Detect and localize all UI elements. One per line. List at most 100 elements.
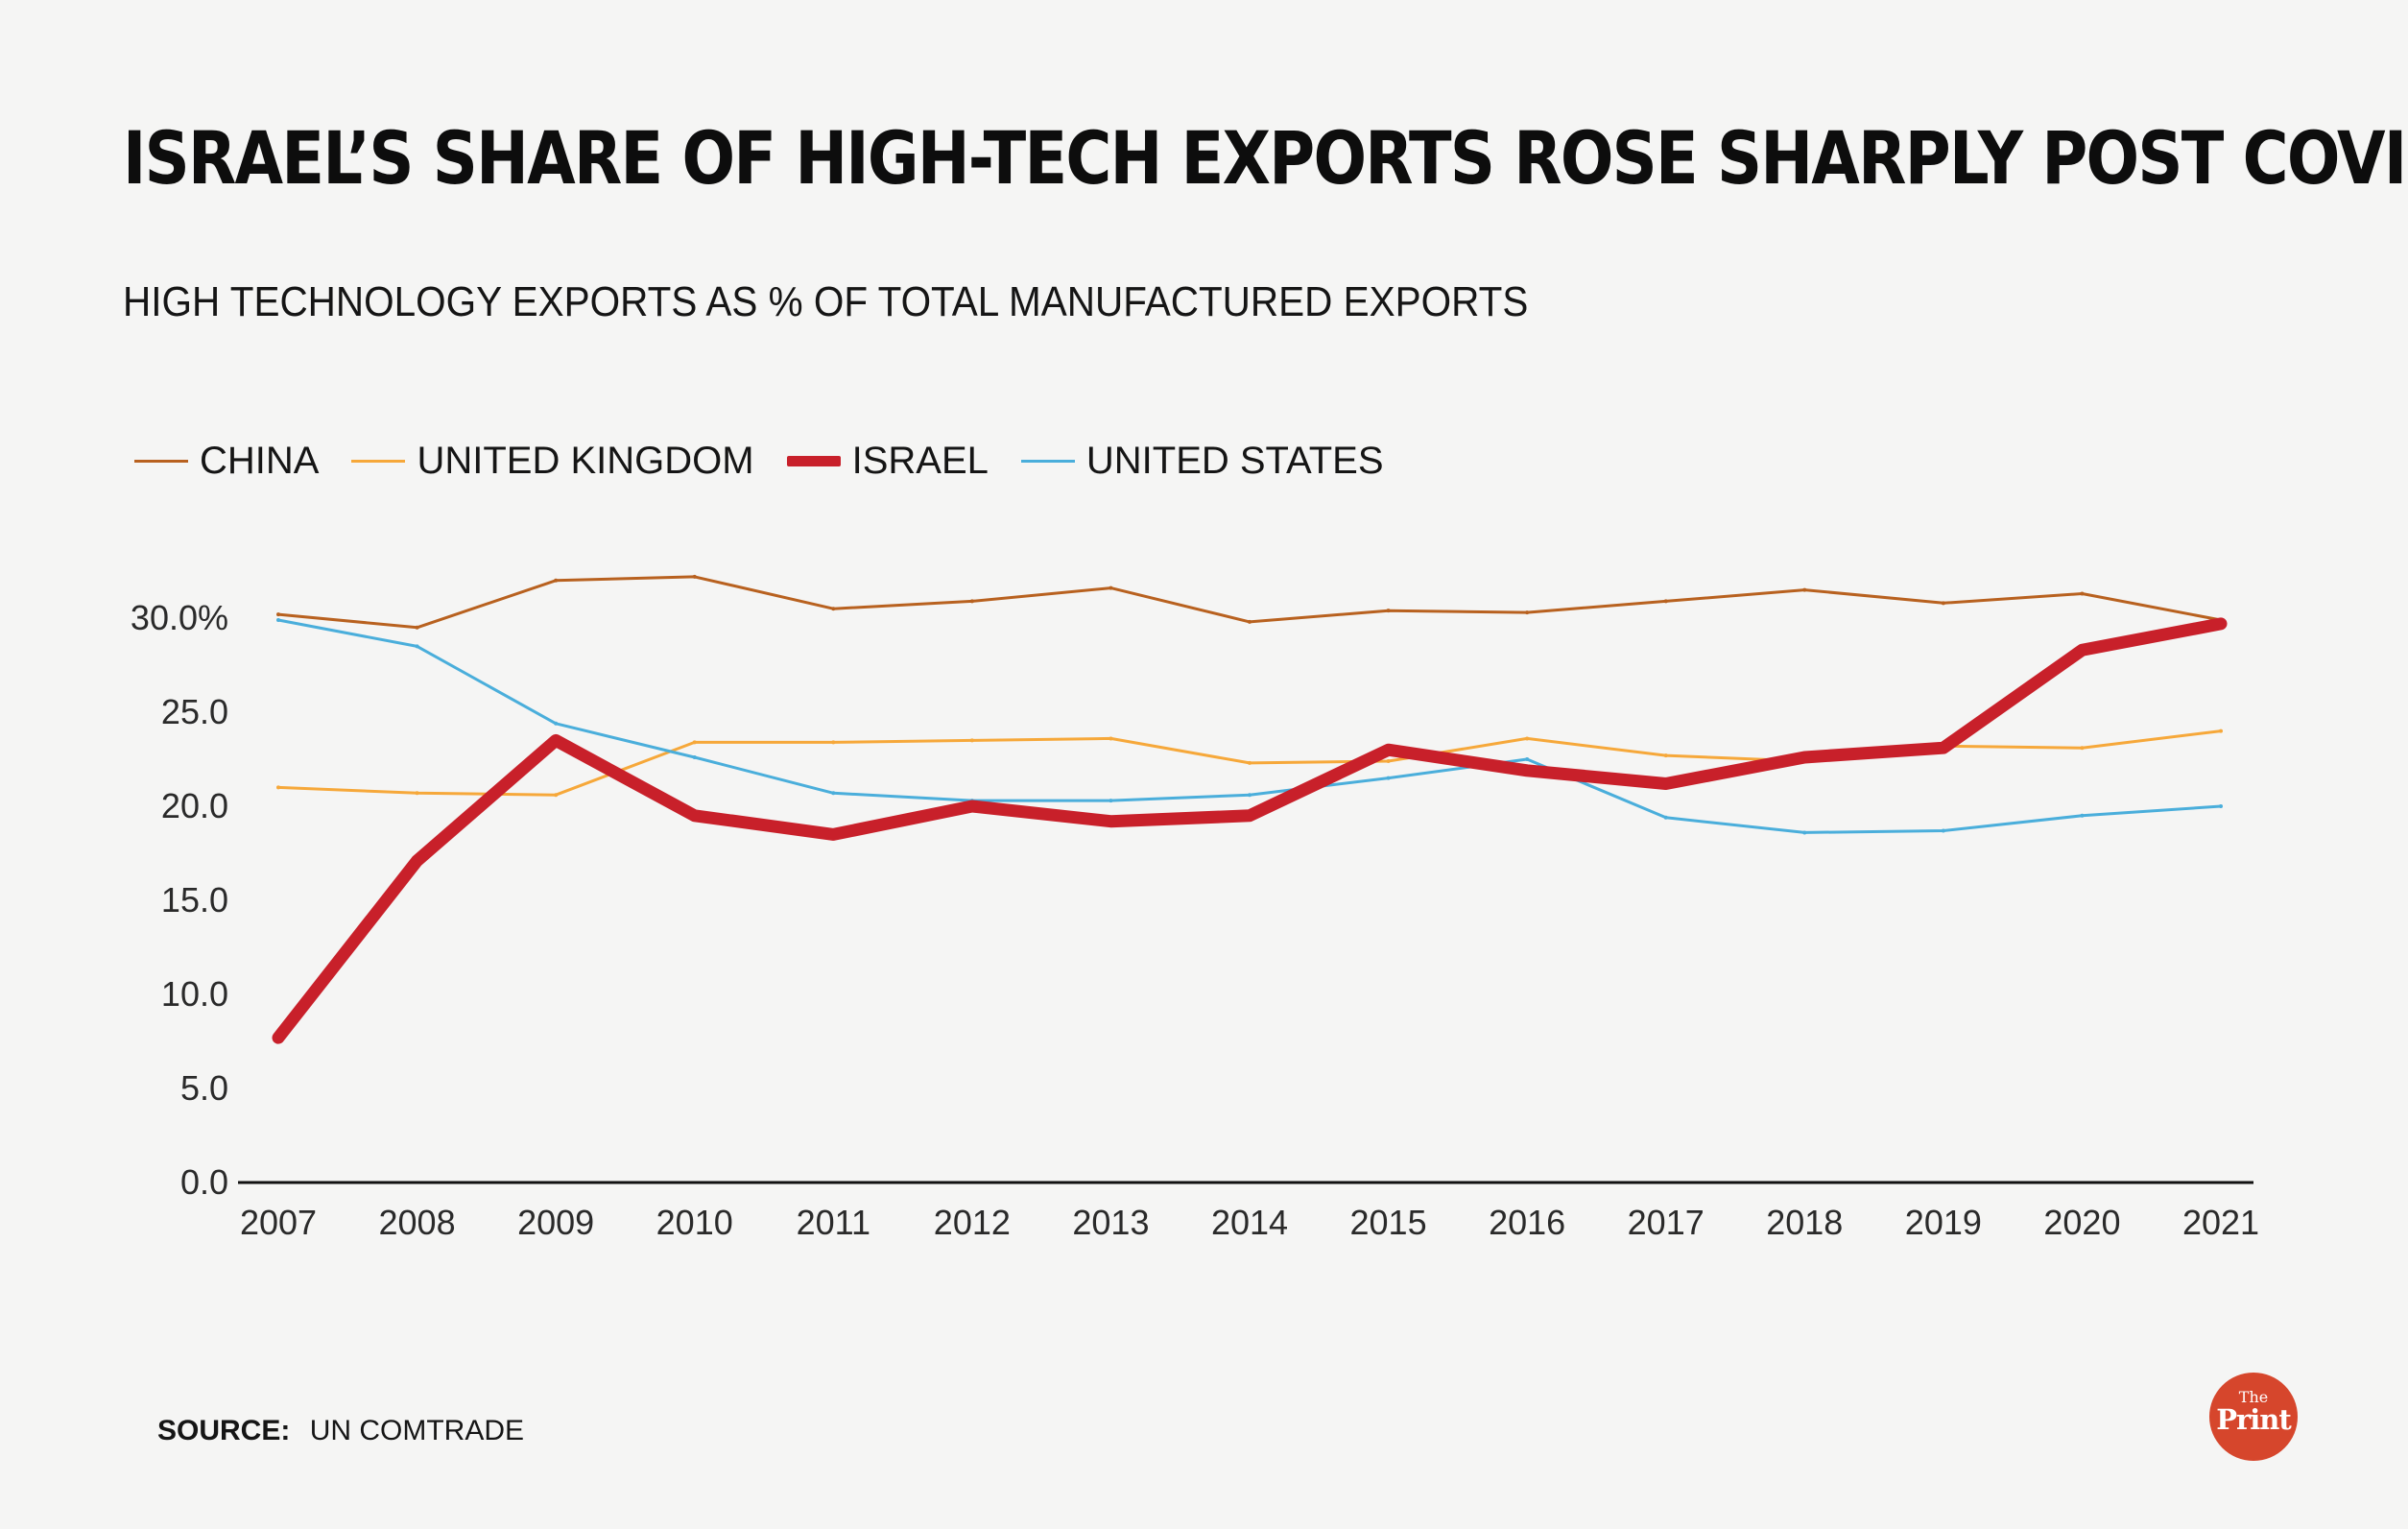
y-tick-label: 25.0 bbox=[161, 692, 228, 731]
x-tick-label: 2011 bbox=[797, 1203, 870, 1242]
data-point-united-kingdom bbox=[1386, 758, 1391, 763]
data-point-china bbox=[1248, 619, 1252, 624]
x-tick-label: 2018 bbox=[1766, 1203, 1843, 1242]
y-tick-label: 30.0% bbox=[131, 598, 228, 637]
data-point-united-kingdom bbox=[969, 738, 974, 743]
data-point-israel bbox=[273, 1032, 284, 1044]
data-point-israel bbox=[411, 854, 423, 867]
data-point-israel bbox=[1105, 815, 1117, 827]
y-tick-label: 0.0 bbox=[180, 1162, 228, 1202]
data-point-united-kingdom bbox=[831, 740, 836, 745]
data-point-united-states bbox=[415, 644, 419, 649]
data-point-united-states bbox=[831, 791, 836, 796]
x-tick-label: 2021 bbox=[2182, 1203, 2259, 1242]
logo-line-1: The bbox=[2238, 1388, 2269, 1406]
data-point-united-kingdom bbox=[2219, 729, 2223, 733]
data-point-israel bbox=[1799, 752, 1811, 764]
data-point-united-states bbox=[1386, 776, 1391, 780]
legend-swatch-israel bbox=[786, 456, 841, 466]
logo-line-2: Print bbox=[2216, 1403, 2292, 1436]
series-line-china bbox=[276, 575, 2223, 630]
data-point-china bbox=[415, 625, 419, 630]
data-point-china bbox=[1525, 610, 1530, 615]
data-point-china bbox=[2080, 591, 2085, 596]
data-point-israel bbox=[2215, 617, 2227, 630]
data-point-israel bbox=[1244, 809, 1255, 822]
data-point-israel bbox=[550, 734, 562, 747]
data-point-china bbox=[1663, 599, 1668, 604]
legend-label-israel: ISRAEL bbox=[851, 440, 989, 482]
y-tick-label: 15.0 bbox=[161, 880, 228, 920]
x-tick-label: 2014 bbox=[1211, 1203, 1288, 1242]
data-point-united-states bbox=[692, 755, 697, 760]
legend-label-china: CHINA bbox=[200, 440, 320, 482]
x-tick-label: 2010 bbox=[656, 1203, 733, 1242]
source-value: UN COMTRADE bbox=[309, 1415, 525, 1446]
data-point-china bbox=[276, 612, 280, 617]
data-point-china bbox=[554, 578, 559, 583]
data-point-united-states bbox=[1525, 757, 1530, 761]
x-tick-label: 2007 bbox=[240, 1203, 317, 1242]
x-tick-label: 2009 bbox=[517, 1203, 594, 1242]
legend-item-united-states: UNITED STATES bbox=[1020, 440, 1384, 483]
x-tick-label: 2019 bbox=[1905, 1203, 1982, 1242]
legend-item-israel: ISRAEL bbox=[786, 440, 989, 483]
data-point-united-states bbox=[2080, 813, 2085, 818]
x-tick-label: 2012 bbox=[934, 1203, 1011, 1242]
x-tick-label: 2008 bbox=[379, 1203, 456, 1242]
data-point-israel bbox=[1521, 764, 1534, 776]
data-point-united-kingdom bbox=[1248, 760, 1252, 765]
data-point-israel bbox=[2076, 644, 2088, 657]
theprint-logo: The Print bbox=[2209, 1373, 2298, 1461]
legend-label-united-kingdom: UNITED KINGDOM bbox=[417, 440, 754, 482]
data-point-united-states bbox=[276, 617, 280, 622]
legend-label-united-states: UNITED STATES bbox=[1085, 440, 1384, 482]
chart-subtitle: HIGH TECHNOLOGY EXPORTS AS % OF TOTAL MA… bbox=[123, 278, 1529, 325]
page-title: ISRAEL’S SHARE OF HIGH-TECH EXPORTS ROSE… bbox=[123, 115, 2408, 201]
data-point-china bbox=[831, 607, 836, 611]
source-note: SOURCE: UN COMTRADE bbox=[157, 1415, 524, 1447]
data-point-israel bbox=[1659, 777, 1672, 790]
data-point-united-kingdom bbox=[692, 740, 697, 745]
x-tick-label: 2016 bbox=[1489, 1203, 1565, 1242]
data-point-israel bbox=[827, 828, 840, 841]
y-tick-label: 5.0 bbox=[180, 1068, 228, 1108]
x-tick-label: 2013 bbox=[1072, 1203, 1149, 1242]
data-point-united-kingdom bbox=[2080, 746, 2085, 751]
series-line-united-states bbox=[276, 618, 2223, 834]
data-point-united-kingdom bbox=[415, 791, 419, 796]
data-point-china bbox=[969, 599, 974, 604]
data-point-united-kingdom bbox=[1525, 736, 1530, 741]
legend-swatch-united-kingdom bbox=[351, 460, 406, 463]
data-point-united-states bbox=[554, 721, 559, 726]
data-point-united-states bbox=[1248, 793, 1252, 798]
legend-swatch-united-states bbox=[1020, 460, 1075, 463]
y-tick-label: 20.0 bbox=[161, 786, 228, 825]
data-point-united-kingdom bbox=[1663, 753, 1668, 758]
data-point-united-kingdom bbox=[1109, 736, 1113, 741]
data-point-china bbox=[1941, 601, 1945, 606]
x-tick-label: 2015 bbox=[1350, 1203, 1427, 1242]
data-point-united-states bbox=[1663, 815, 1668, 820]
data-point-israel bbox=[688, 809, 701, 822]
x-tick-label: 2020 bbox=[2043, 1203, 2120, 1242]
data-point-united-states bbox=[2219, 804, 2223, 808]
data-point-united-kingdom bbox=[554, 793, 559, 798]
legend-item-united-kingdom: UNITED KINGDOM bbox=[351, 440, 754, 483]
chart-legend: CHINA UNITED KINGDOM ISRAEL UNITED STATE… bbox=[134, 440, 1417, 483]
data-point-united-states bbox=[1941, 828, 1945, 833]
y-tick-label: 10.0 bbox=[161, 974, 228, 1014]
data-point-china bbox=[692, 574, 697, 579]
data-point-china bbox=[1802, 587, 1807, 592]
data-point-china bbox=[1109, 585, 1113, 590]
data-point-israel bbox=[966, 800, 978, 812]
data-point-israel bbox=[1382, 744, 1395, 756]
legend-item-china: CHINA bbox=[134, 440, 319, 483]
data-point-china bbox=[1386, 609, 1391, 613]
data-point-united-states bbox=[1802, 830, 1807, 835]
source-label: SOURCE: bbox=[157, 1415, 291, 1446]
data-point-united-states bbox=[1109, 799, 1113, 803]
x-tick-label: 2017 bbox=[1628, 1203, 1705, 1242]
data-point-israel bbox=[1937, 742, 1949, 754]
